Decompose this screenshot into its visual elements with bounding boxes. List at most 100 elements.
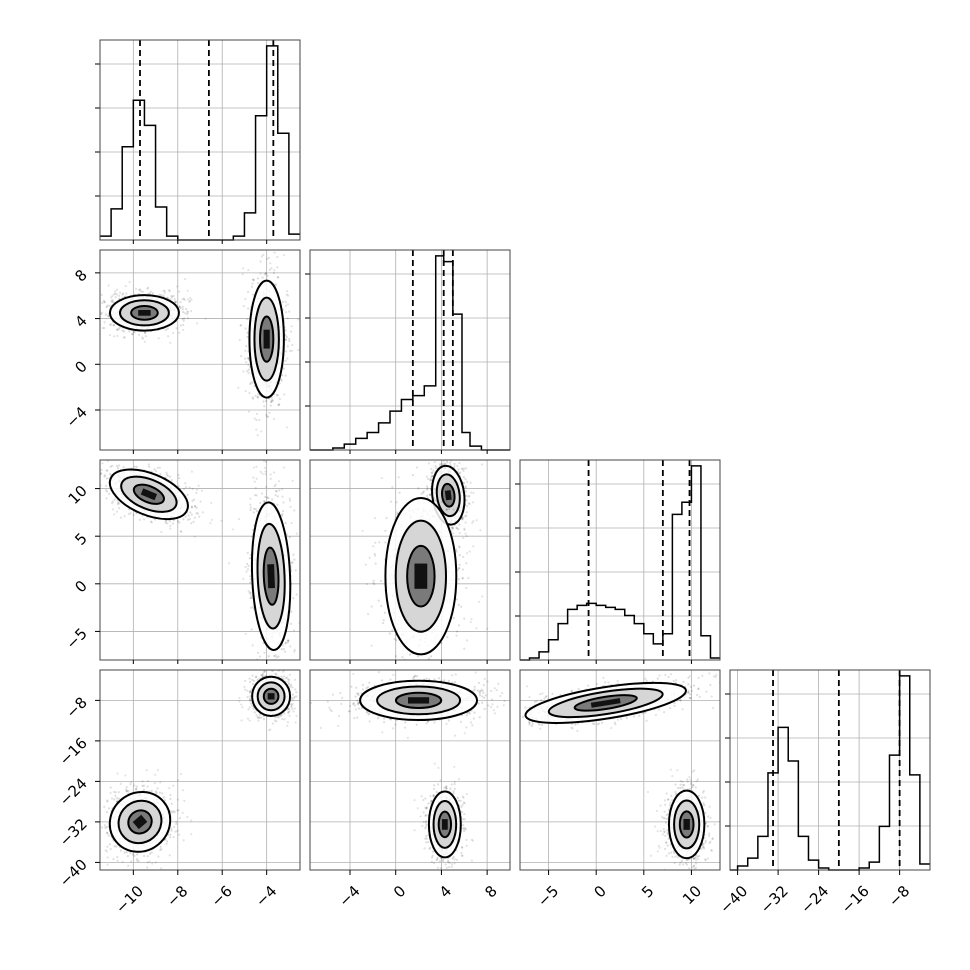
- sample-point: [380, 477, 383, 480]
- sample-point: [293, 650, 296, 653]
- sample-point: [259, 272, 262, 275]
- sample-point: [184, 278, 187, 281]
- sample-point: [251, 674, 254, 677]
- sample-point: [292, 710, 295, 713]
- sample-point: [248, 592, 252, 595]
- sample-point: [127, 513, 130, 516]
- sample-point: [394, 655, 397, 658]
- sample-point: [242, 267, 245, 270]
- sample-point: [442, 460, 445, 463]
- sample-point: [295, 714, 298, 717]
- sample-point: [168, 289, 171, 292]
- sample-point: [105, 477, 109, 480]
- sample-point: [165, 473, 168, 476]
- sample-point: [244, 390, 247, 393]
- sample-point: [264, 272, 267, 275]
- sample-point: [384, 541, 387, 544]
- sample-point: [109, 465, 112, 468]
- sample-point: [446, 483, 449, 486]
- sample-point: [459, 471, 462, 474]
- sample-point: [275, 656, 278, 659]
- sample-point: [281, 488, 284, 491]
- sample-point: [177, 473, 180, 477]
- sample-point: [246, 689, 249, 692]
- sample-point: [286, 639, 290, 642]
- sample-point: [429, 454, 431, 456]
- sample-point: [281, 300, 284, 304]
- sample-point: [92, 309, 94, 311]
- sample-point: [265, 413, 268, 417]
- sample-point: [282, 254, 285, 257]
- sample-point: [102, 299, 105, 302]
- sample-point: [176, 520, 180, 523]
- sample-point: [248, 706, 251, 709]
- sample-point: [293, 666, 295, 668]
- sample-point: [273, 654, 276, 658]
- sample-point: [288, 310, 291, 313]
- sample-point: [165, 328, 168, 331]
- sample-point: [463, 647, 466, 650]
- sample-point: [251, 381, 254, 384]
- sample-point: [277, 403, 281, 407]
- sample-point: [254, 486, 257, 490]
- sample-point: [464, 521, 467, 524]
- sample-point: [182, 323, 185, 327]
- sample-point: [246, 369, 249, 373]
- sample-point: [182, 319, 185, 322]
- sample-point: [143, 331, 147, 334]
- sample-point: [271, 722, 275, 725]
- sample-point: [269, 473, 272, 476]
- sample-point: [463, 528, 466, 531]
- sample-point: [373, 552, 376, 556]
- sample-point: [117, 328, 120, 331]
- sample-point: [290, 704, 293, 708]
- sample-point: [260, 664, 262, 666]
- sample-point: [455, 526, 458, 529]
- sample-point: [246, 357, 250, 360]
- sample-point: [103, 475, 106, 478]
- sample-point: [417, 670, 419, 672]
- sample-point: [475, 519, 478, 522]
- sample-point: [267, 729, 271, 732]
- sample-point: [431, 431, 433, 433]
- sample-point: [244, 357, 247, 360]
- sample-point: [435, 466, 438, 470]
- sample-point: [291, 561, 294, 564]
- sample-point: [178, 305, 181, 309]
- sample-point: [303, 619, 305, 621]
- sample-point: [269, 662, 271, 664]
- sample-point: [92, 292, 94, 294]
- sample-point: [464, 532, 467, 535]
- sample-point: [141, 336, 144, 339]
- sample-point: [166, 474, 170, 477]
- sample-point: [263, 651, 266, 654]
- sample-point: [291, 708, 294, 711]
- sample-point: [284, 650, 287, 653]
- sample-point: [242, 304, 245, 308]
- sample-point: [107, 284, 110, 287]
- sample-point: [451, 526, 455, 529]
- sample-point: [252, 279, 255, 282]
- sample-point: [265, 415, 269, 418]
- sample-point: [249, 382, 252, 386]
- sample-point: [290, 610, 293, 613]
- sample-point: [262, 253, 265, 256]
- sample-point: [440, 500, 443, 503]
- sample-point: [116, 501, 120, 504]
- sample-point: [465, 552, 469, 555]
- sample-point: [255, 477, 258, 480]
- sample-point: [268, 268, 271, 271]
- sample-point: [287, 681, 290, 684]
- sample-point: [277, 655, 280, 658]
- sample-point: [366, 613, 370, 616]
- sample-point: [254, 661, 256, 663]
- sample-point: [274, 654, 277, 657]
- sample-point: [110, 323, 113, 326]
- sample-point: [452, 508, 455, 511]
- sample-point: [280, 514, 284, 517]
- sample-point: [244, 632, 247, 636]
- sample-point: [426, 487, 429, 490]
- sample-point: [135, 465, 138, 468]
- sample-point: [252, 278, 255, 281]
